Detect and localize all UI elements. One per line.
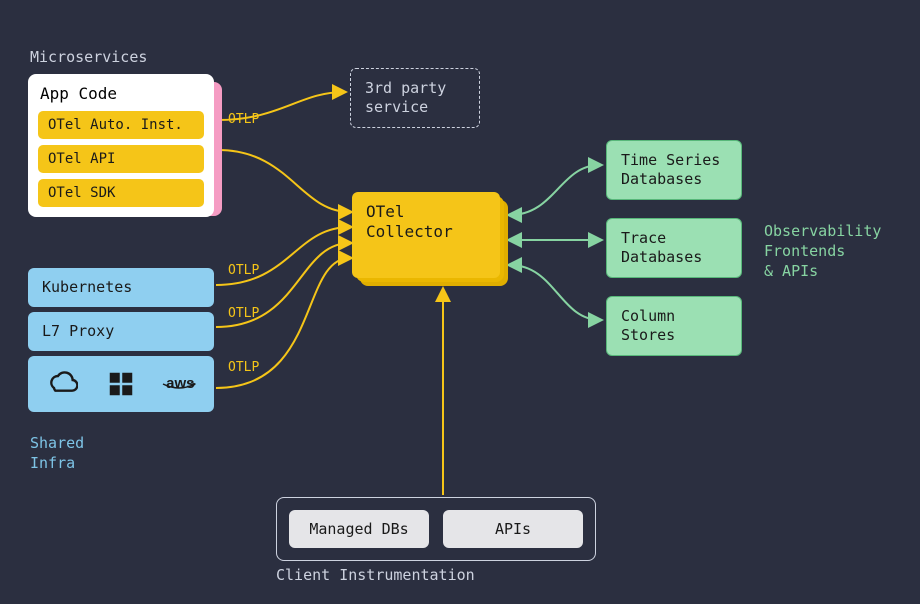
obs-label-2: Frontends [764,242,845,262]
trace-l1: Trace [621,229,727,248]
tsdb-box: Time Series Databases [606,140,742,200]
otlp-label-3: OTLP [228,306,259,321]
trace-l2: Databases [621,248,727,267]
microservices-label: Microservices [30,48,147,68]
l7proxy-box: L7 Proxy [28,312,214,351]
aws-icon: aws [163,366,198,402]
collector-l1: OTel [366,202,486,222]
pill-otel-sdk: OTel SDK [38,179,204,207]
shared-infra-label-2: Infra [30,454,75,474]
app-code-card: App Code OTel Auto. Inst. OTel API OTel … [28,74,214,217]
apis-box: APIs [443,510,583,548]
third-party-l2: service [365,98,465,117]
gcp-icon [44,366,79,402]
collector-box: OTel Collector [352,192,500,278]
otlp-label-2: OTLP [228,263,259,278]
tsdb-l1: Time Series [621,151,727,170]
azure-icon [103,366,138,402]
kubernetes-box: Kubernetes [28,268,214,307]
column-box: Column Stores [606,296,742,356]
trace-box: Trace Databases [606,218,742,278]
managed-dbs-box: Managed DBs [289,510,429,548]
column-l2: Stores [621,326,727,345]
third-party-box: 3rd party service [350,68,480,128]
third-party-l1: 3rd party [365,79,465,98]
obs-label-1: Observability [764,222,881,242]
otlp-label-4: OTLP [228,360,259,375]
pill-otel-auto: OTel Auto. Inst. [38,111,204,139]
column-l1: Column [621,307,727,326]
cloud-providers-box: aws [28,356,214,412]
otlp-label-1: OTLP [228,112,259,127]
pill-otel-api: OTel API [38,145,204,173]
collector-l2: Collector [366,222,486,242]
app-code-title: App Code [38,84,204,103]
shared-infra-label-1: Shared [30,434,84,454]
obs-label-3: & APIs [764,262,818,282]
tsdb-l2: Databases [621,170,727,189]
client-instrumentation-label: Client Instrumentation [276,566,475,586]
client-frame: Managed DBs APIs [276,497,596,561]
